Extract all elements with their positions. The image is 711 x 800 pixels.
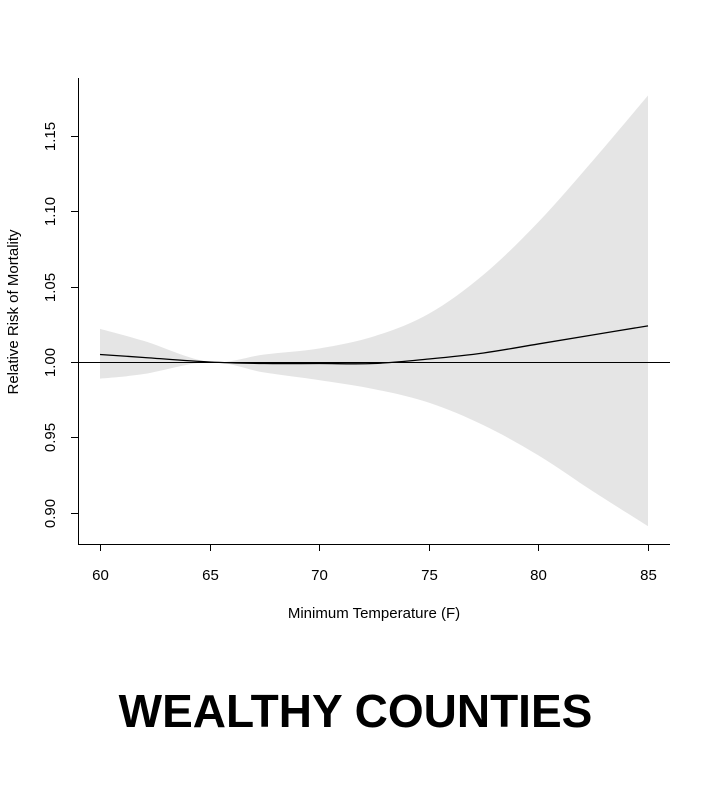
risk-curve xyxy=(99,325,649,365)
y-tick-label: 1.05 xyxy=(42,273,59,302)
x-tick-label: 75 xyxy=(421,567,438,584)
x-tick-label: 80 xyxy=(530,567,547,584)
y-ticks: 0.90 0.95 1.00 1.05 1.10 1.15 xyxy=(42,122,78,528)
y-tick-label: 1.00 xyxy=(42,348,59,377)
x-tick-label: 70 xyxy=(311,567,328,584)
y-tick-label: 0.90 xyxy=(42,499,59,528)
x-tick-label: 85 xyxy=(640,567,657,584)
x-axis-title: Minimum Temperature (F) xyxy=(288,605,460,622)
y-tick-label: 1.10 xyxy=(42,197,59,226)
y-axis-title: Relative Risk of Mortality xyxy=(5,229,22,395)
x-ticks: 60 65 70 75 80 85 xyxy=(92,544,657,584)
confidence-band xyxy=(100,95,648,527)
x-tick-label: 60 xyxy=(92,567,109,584)
chart-title: WEALTHY COUNTIES xyxy=(118,685,593,737)
y-tick-label: 1.15 xyxy=(42,122,59,151)
x-tick-label: 65 xyxy=(202,567,219,584)
y-tick-label: 0.95 xyxy=(42,423,59,452)
chart-area: 60 65 70 75 80 85 0.90 0.95 1.00 1.05 1.10 1.15 Mi… xyxy=(5,78,670,622)
